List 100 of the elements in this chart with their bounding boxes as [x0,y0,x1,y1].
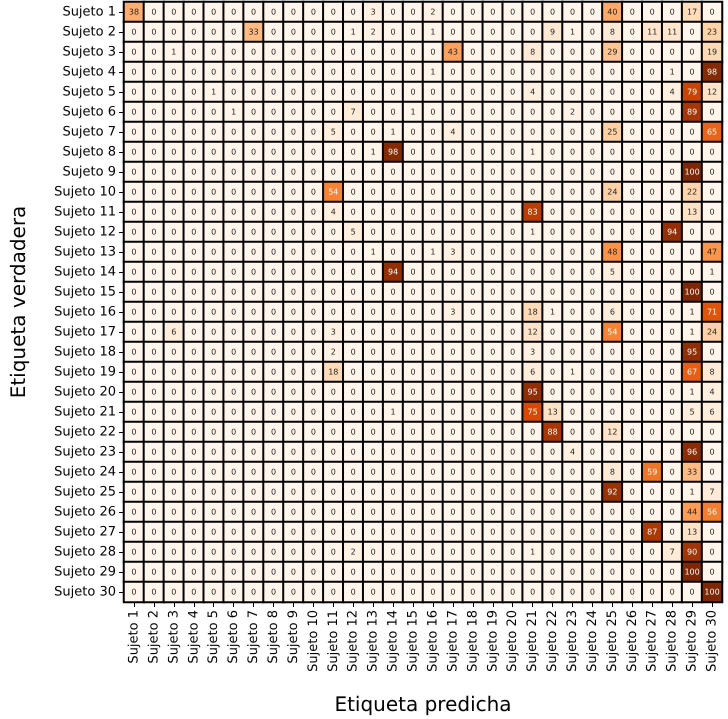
data-label: 0 [151,288,156,296]
data-label: 2 [430,8,436,16]
data-label: 0 [410,8,416,16]
data-label: 0 [430,88,436,96]
data-label: 33 [687,468,698,476]
data-label: 0 [350,68,356,76]
data-label: 0 [350,248,356,256]
data-label: 0 [490,508,496,516]
data-label: 0 [330,288,336,296]
y-tick-label: Sujeto 25 [54,484,116,500]
data-label: 0 [490,368,496,376]
data-label: 0 [550,348,556,356]
data-label: 0 [131,528,137,536]
data-label: 0 [270,88,276,96]
data-label: 0 [410,28,416,36]
data-label: 0 [131,28,137,36]
data-label: 0 [211,28,216,36]
data-label: 0 [151,248,156,256]
data-label: 0 [570,328,576,336]
data-label: 0 [131,188,137,196]
data-label: 95 [687,348,698,356]
data-label: 0 [650,388,655,396]
data-label: 0 [370,128,376,136]
data-label: 0 [370,48,376,56]
data-label: 0 [510,108,516,116]
data-label: 0 [370,528,376,536]
data-label: 1 [410,108,416,116]
x-tick-label: Sujeto 2 [146,610,162,664]
data-label: 0 [570,88,576,96]
data-label: 0 [350,288,356,296]
data-label: 0 [430,188,436,196]
data-label: 0 [151,268,156,276]
data-label: 0 [211,188,216,196]
data-label: 0 [490,308,496,316]
data-label: 0 [211,68,216,76]
data-label: 0 [550,208,556,216]
data-label: 0 [470,88,476,96]
data-label: 0 [470,428,476,436]
data-label: 5 [690,408,695,416]
y-tick-label: Sujeto 9 [62,164,116,180]
data-label: 0 [191,528,196,536]
data-label: 0 [310,508,316,516]
data-label: 0 [510,528,516,536]
data-label: 0 [630,508,635,516]
data-label: 0 [251,148,256,156]
data-label: 0 [390,548,396,556]
data-label: 0 [270,308,276,316]
data-label: 0 [171,88,176,96]
data-label: 0 [330,548,336,556]
data-label: 0 [490,388,496,396]
data-label: 71 [706,308,718,316]
data-label: 0 [350,48,356,56]
data-label: 0 [610,68,615,76]
data-label: 0 [650,348,655,356]
data-label: 89 [687,108,698,116]
data-label: 0 [151,568,156,576]
data-label: 0 [390,88,396,96]
data-label: 0 [530,8,536,16]
data-label: 0 [630,368,635,376]
data-label: 0 [171,148,176,156]
data-label: 24 [607,188,618,196]
x-tick-label: Sujeto 23 [565,610,580,672]
data-label: 0 [231,568,236,576]
data-label: 0 [350,468,356,476]
data-label: 0 [410,488,416,496]
data-label: 1 [430,248,436,256]
data-label: 0 [570,248,576,256]
data-label: 0 [211,108,216,116]
data-label: 67 [687,368,698,376]
data-label: 0 [251,8,256,16]
data-label: 17 [687,8,698,16]
data-label: 0 [450,108,456,116]
data-label: 0 [211,368,216,376]
data-label: 0 [450,168,456,176]
data-label: 0 [370,188,376,196]
data-label: 0 [490,248,496,256]
data-label: 0 [410,48,416,56]
y-tick-label: Sujeto 20 [54,384,116,400]
data-label: 0 [709,188,715,196]
data-label: 0 [570,168,576,176]
data-label: 0 [330,28,336,36]
data-label: 0 [709,428,715,436]
data-label: 0 [570,68,576,76]
data-label: 0 [390,468,396,476]
data-label: 0 [510,348,516,356]
data-label: 0 [390,488,396,496]
data-label: 12 [528,328,538,336]
data-label: 0 [370,448,376,456]
data-label: 0 [231,388,236,396]
data-label: 0 [630,248,635,256]
data-label: 0 [290,148,296,156]
data-label: 54 [607,328,618,336]
y-tick-label: Sujeto 28 [54,544,116,560]
data-label: 0 [390,568,396,576]
data-label: 75 [528,408,538,416]
data-label: 0 [550,528,556,536]
data-label: 0 [610,368,615,376]
data-label: 1 [370,148,376,156]
data-label: 0 [450,328,456,336]
data-label: 1 [171,48,176,56]
